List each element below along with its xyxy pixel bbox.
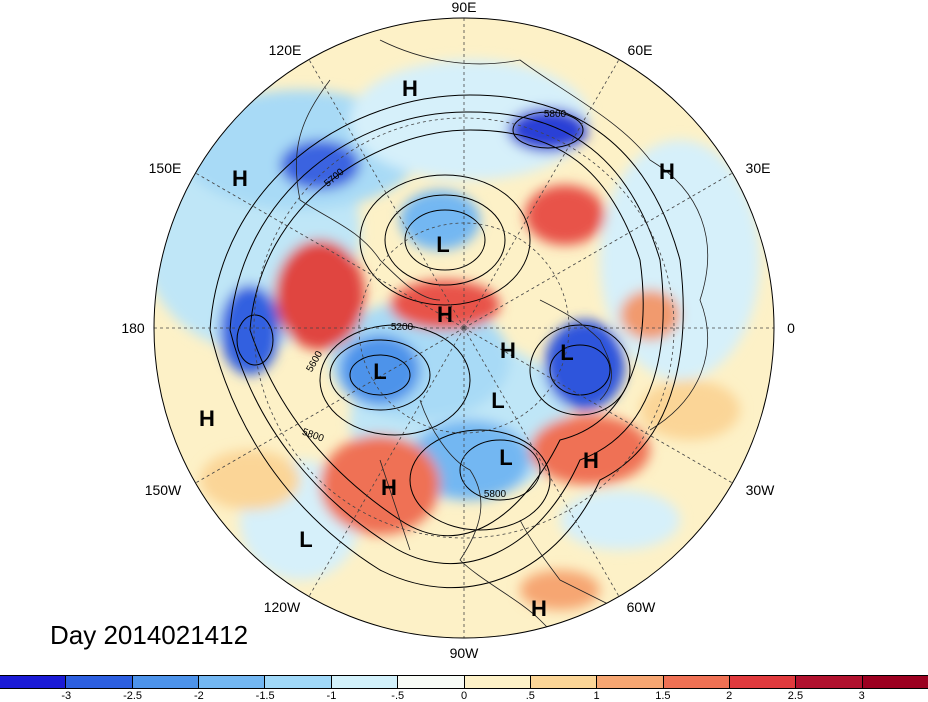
high-pressure-label: H — [583, 448, 599, 473]
lon-label-150e: 150E — [149, 160, 182, 176]
contour-label: 5800 — [484, 489, 507, 500]
high-pressure-label: H — [381, 475, 397, 500]
high-pressure-label: H — [500, 338, 516, 363]
colorbar-swatch — [65, 676, 132, 688]
contour-label: 5800 — [544, 109, 567, 120]
colorbar-tick-label: .5 — [525, 690, 535, 702]
colorbar — [0, 675, 928, 689]
contour-label: 5200 — [391, 322, 414, 333]
lon-label-90e: 90E — [452, 0, 477, 15]
colorbar-tick-label: 0 — [460, 690, 468, 702]
high-pressure-label: H — [659, 159, 675, 184]
colorbar-tick-label: 2 — [726, 690, 733, 702]
lon-label-60w: 60W — [627, 599, 657, 615]
map-border — [153, 17, 775, 639]
colorbar-tick-label: 2.5 — [787, 690, 804, 702]
pressure-centers: H H H L H L H L H L L H H L H — [199, 76, 675, 621]
colorbar-swatch — [0, 676, 66, 688]
colorbar-swatch — [795, 676, 862, 688]
colorbar-swatch — [662, 676, 729, 688]
height-contours — [209, 94, 684, 589]
colorbar-tick-label: 1 — [593, 690, 600, 702]
low-pressure-label: L — [299, 527, 312, 552]
longitude-labels: 90E 120E 60E 150E 30E 180 0 150W 30W 120… — [121, 0, 795, 661]
low-pressure-label: L — [499, 445, 512, 470]
colorbar-swatch — [264, 676, 331, 688]
lon-label-30w: 30W — [746, 482, 776, 498]
colorbar-tick-label: 1.5 — [655, 690, 671, 702]
graticule — [154, 18, 774, 638]
low-pressure-label: L — [436, 232, 449, 257]
high-pressure-label: H — [402, 76, 418, 101]
colorbar-swatch — [131, 676, 199, 688]
colorbar-tick-label: -1.5 — [255, 690, 275, 702]
colorbar-swatch — [728, 676, 796, 688]
colorbar-swatch — [861, 676, 928, 688]
colorbar-tick-label: -2 — [193, 690, 204, 702]
low-pressure-label: L — [560, 340, 573, 365]
colorbar-tick-label: 3 — [858, 690, 865, 702]
colorbar-tick-label: -.5 — [391, 690, 405, 702]
lon-label-60e: 60E — [628, 42, 653, 58]
lon-label-90w: 90W — [450, 645, 480, 661]
lon-label-0: 0 — [787, 320, 795, 336]
colorbar-swatch — [529, 676, 597, 688]
coastlines — [295, 39, 708, 638]
high-pressure-label: H — [199, 406, 215, 431]
colorbar-labels: -3 -2.5 -2 -1.5 -1 -.5 0 .5 1 1.5 2 2.5 3 — [0, 690, 928, 702]
map-title: Day 2014021412 — [50, 620, 249, 650]
low-pressure-label: L — [373, 359, 386, 384]
colorbar-swatch — [596, 676, 663, 688]
colorbar-tick-label: -2.5 — [123, 690, 143, 702]
colorbar-swatch — [463, 676, 530, 688]
colorbar-swatch — [198, 676, 265, 688]
colorbar-tick-label: -1 — [326, 690, 337, 702]
lon-label-180: 180 — [121, 320, 145, 336]
colorbar-swatch — [330, 676, 398, 688]
lon-label-120w: 120W — [264, 599, 301, 615]
anomaly-field — [154, 18, 774, 638]
high-pressure-label: H — [437, 302, 453, 327]
high-pressure-label: H — [531, 596, 547, 621]
low-pressure-label: L — [491, 388, 504, 413]
colorbar-tick-label: -3 — [61, 690, 72, 702]
lon-label-150w: 150W — [145, 482, 182, 498]
lon-label-30e: 30E — [746, 160, 771, 176]
high-pressure-label: H — [232, 166, 248, 191]
lon-label-120e: 120E — [269, 42, 302, 58]
colorbar-swatch — [397, 676, 464, 688]
